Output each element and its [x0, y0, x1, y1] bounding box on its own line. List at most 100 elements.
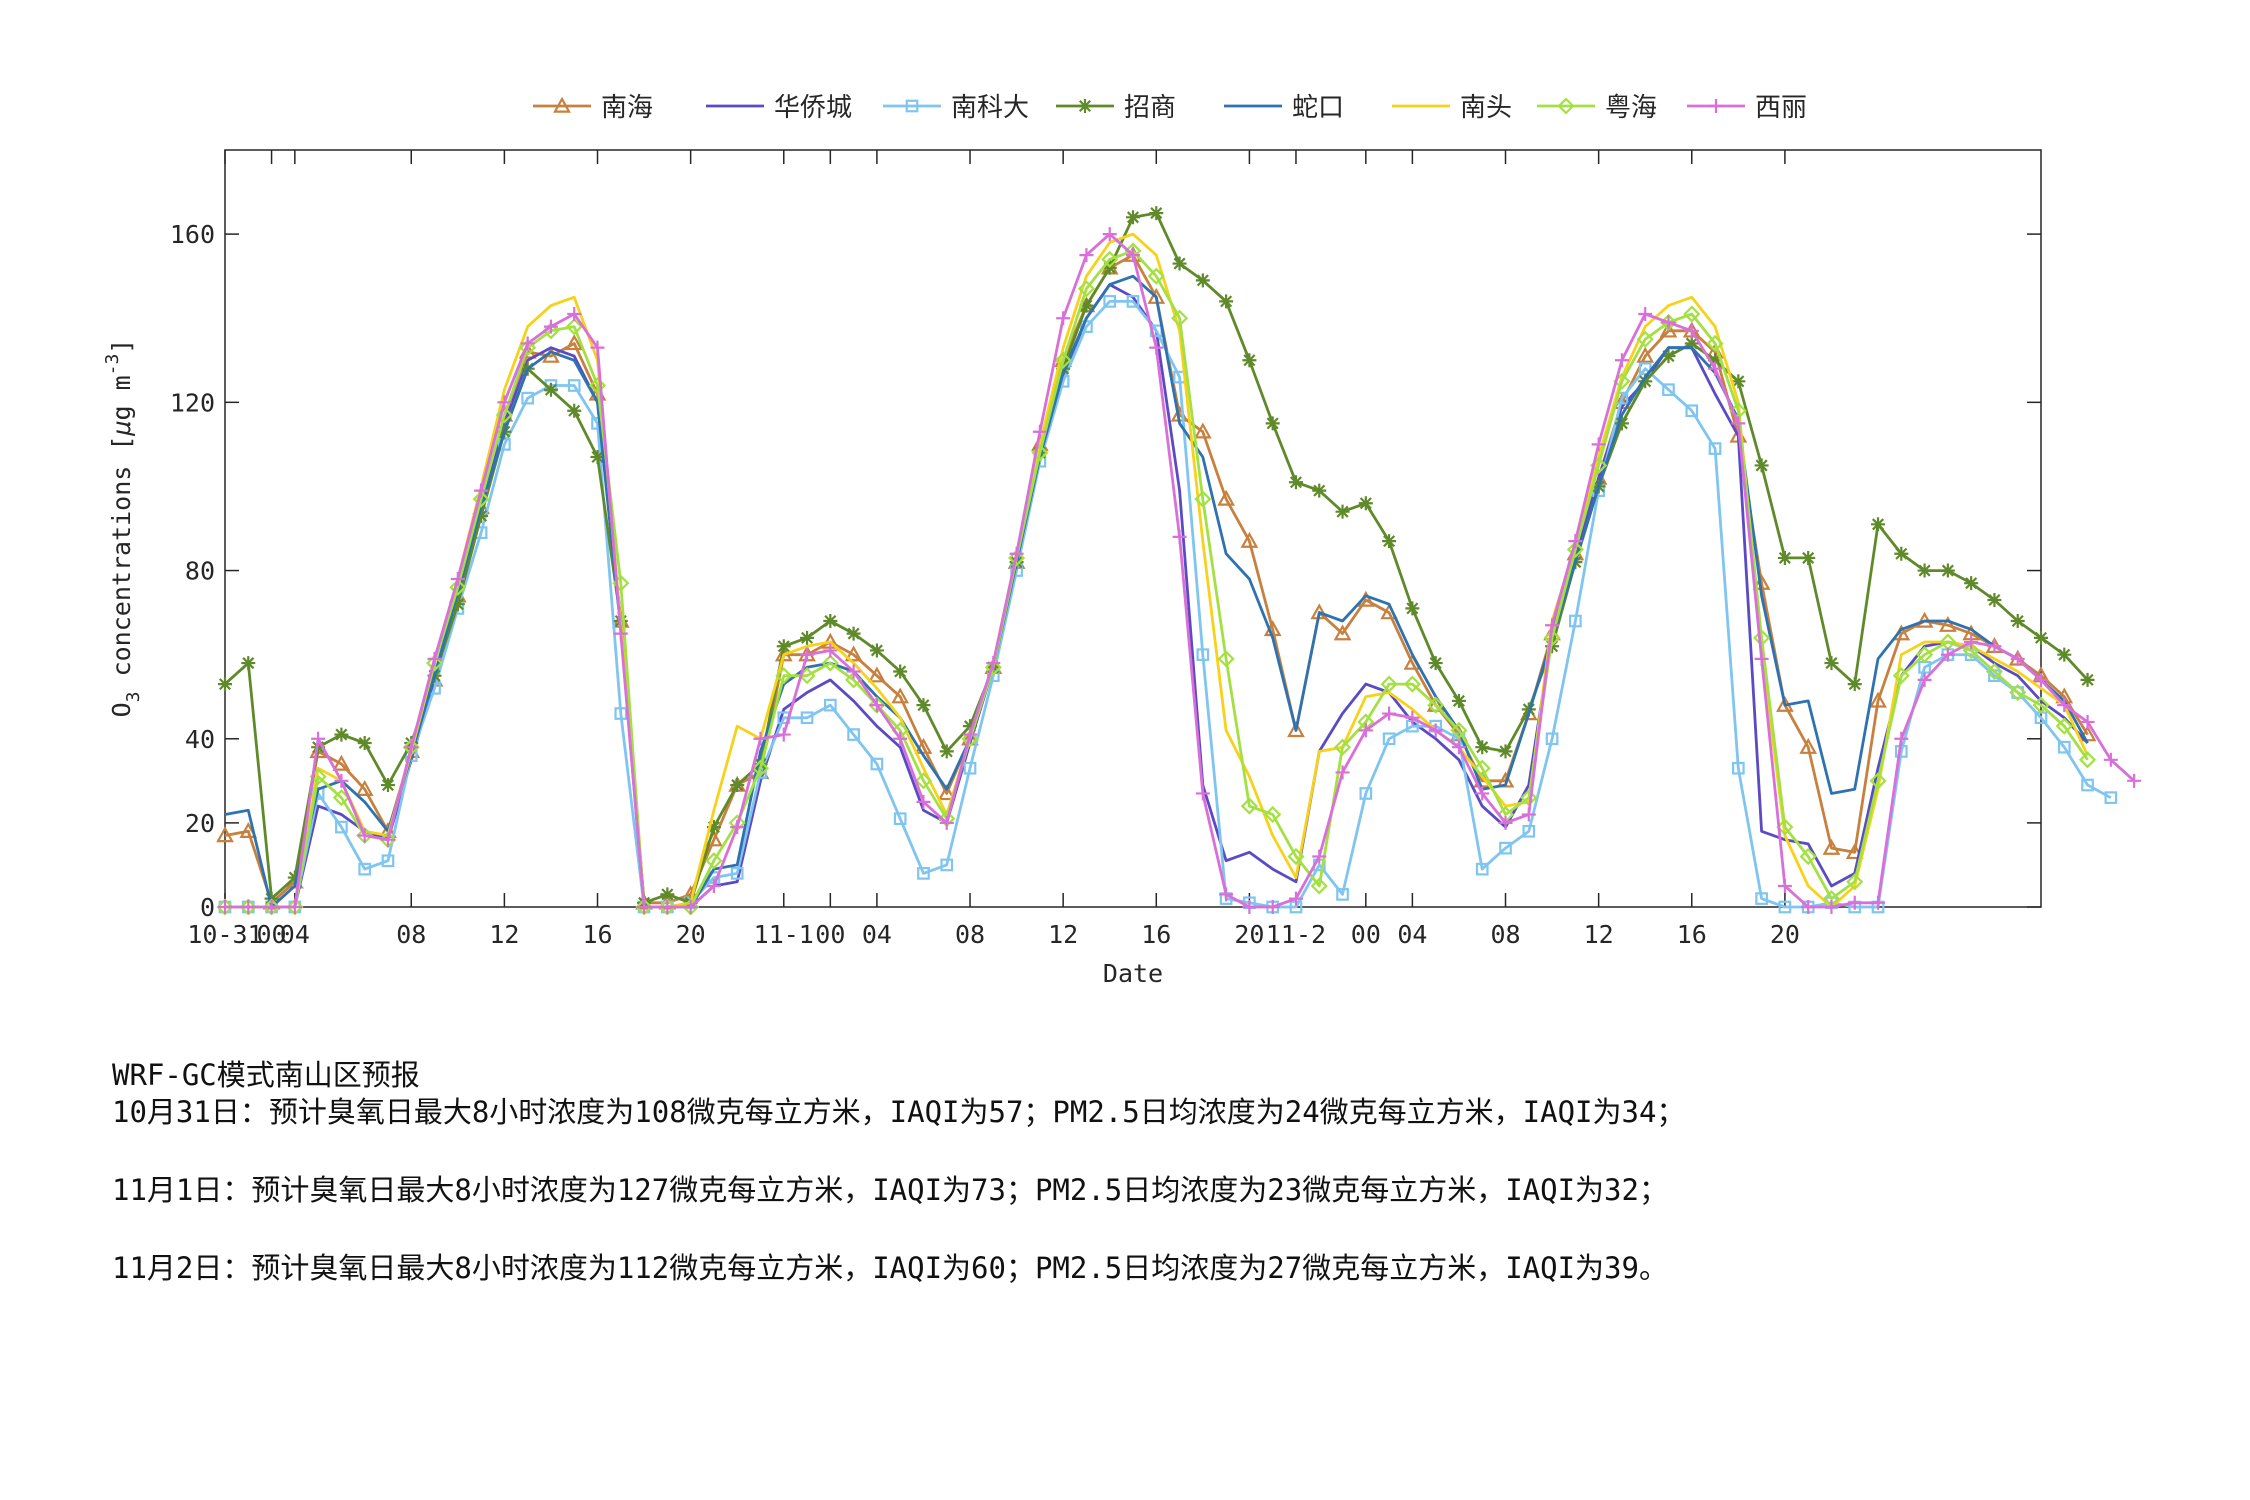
data-point	[1799, 847, 1817, 866]
data-point	[706, 820, 721, 835]
data-point	[1242, 353, 1257, 368]
data-point	[800, 647, 815, 662]
data-point	[2080, 672, 2095, 687]
data-point	[1056, 311, 1071, 326]
data-point	[1473, 759, 1491, 777]
data-point	[1964, 576, 1979, 591]
x-tick-label: 16	[582, 920, 612, 949]
data-point	[427, 651, 442, 666]
data-point	[380, 778, 395, 793]
data-point	[1172, 529, 1187, 544]
data-point	[1847, 895, 1862, 910]
data-point	[730, 867, 744, 880]
data-point	[1194, 490, 1212, 508]
data-point	[1103, 295, 1117, 308]
data-point	[1126, 295, 1140, 308]
data-point	[2009, 683, 2027, 702]
data-point	[1382, 732, 1396, 746]
data-point	[1708, 361, 1723, 376]
data-point	[543, 319, 558, 334]
data-point	[1193, 422, 1212, 439]
data-point	[474, 483, 489, 498]
data-point	[821, 654, 839, 672]
data-point	[567, 403, 582, 418]
legend-item: 西丽	[1687, 93, 1807, 123]
data-point	[1754, 651, 1769, 666]
data-point	[1662, 383, 1675, 397]
data-point	[1382, 706, 1397, 721]
data-point	[1614, 416, 1629, 431]
data-point	[1078, 99, 1092, 113]
data-point	[590, 450, 605, 465]
data-point	[1940, 647, 1955, 662]
data-point	[1755, 892, 1768, 905]
data-point	[963, 727, 978, 742]
data-point	[1217, 650, 1235, 668]
data-point	[1196, 648, 1210, 662]
legend-item: 南头	[1392, 93, 1512, 123]
data-point	[844, 645, 863, 662]
data-point	[1917, 563, 1932, 578]
data-point	[565, 318, 583, 336]
data-point	[1777, 878, 1792, 893]
data-point	[521, 391, 535, 405]
data-point	[1403, 675, 1421, 693]
forecast-title: WRF-GC模式南山区预报	[112, 1058, 420, 1092]
data-point	[380, 832, 395, 847]
series-line	[225, 249, 2089, 909]
data-point	[823, 698, 837, 712]
data-point	[753, 731, 768, 746]
data-point	[730, 820, 745, 835]
data-point	[1591, 437, 1606, 452]
legend-label: 华侨城	[774, 93, 852, 123]
data-point	[1475, 740, 1490, 755]
data-point	[1987, 592, 2002, 607]
data-point	[846, 626, 861, 641]
data-point	[1242, 900, 1257, 914]
y-tick-label: 40	[185, 725, 215, 754]
data-point	[2034, 630, 2048, 645]
x-tick-label: 10-31	[187, 920, 262, 949]
plot-area	[224, 149, 2042, 908]
x-tick-label: 04	[1397, 920, 1427, 949]
data-point	[1217, 489, 1235, 506]
data-point	[1684, 336, 1699, 351]
data-point	[1731, 374, 1746, 389]
data-point	[1195, 786, 1210, 801]
data-point	[1240, 531, 1259, 548]
data-point	[355, 779, 374, 796]
data-point	[2079, 751, 2097, 769]
data-point	[1475, 786, 1490, 801]
x-tick-label: 08	[1490, 920, 1520, 949]
data-point	[1312, 483, 1327, 498]
x-tick-label: 00	[257, 920, 287, 949]
data-point	[751, 759, 770, 777]
x-tick-label: 00	[1351, 920, 1381, 949]
data-point	[241, 900, 256, 914]
data-point	[474, 508, 489, 523]
series-line	[224, 274, 2089, 909]
legend-item: 南海	[533, 93, 653, 123]
data-point	[357, 828, 372, 843]
data-point	[963, 719, 978, 734]
x-tick-label: 11-1	[754, 920, 814, 949]
data-point	[2010, 614, 2025, 629]
data-point	[1312, 849, 1327, 864]
x-tick-label: 16	[1677, 920, 1707, 949]
x-tick-label: 16	[1141, 920, 1171, 949]
data-point	[1359, 787, 1373, 800]
data-point	[1545, 618, 1560, 633]
data-point	[1358, 723, 1373, 738]
data-point	[1382, 534, 1397, 549]
data-point	[1287, 847, 1305, 866]
data-point	[1265, 900, 1280, 914]
data-point	[914, 772, 933, 790]
data-point	[1708, 442, 1722, 455]
data-point	[311, 731, 326, 746]
data-point	[1171, 309, 1189, 327]
data-point	[823, 643, 838, 658]
data-point	[916, 698, 931, 713]
legend-item: 蛇口	[1224, 93, 1344, 123]
data-point	[1405, 710, 1420, 725]
